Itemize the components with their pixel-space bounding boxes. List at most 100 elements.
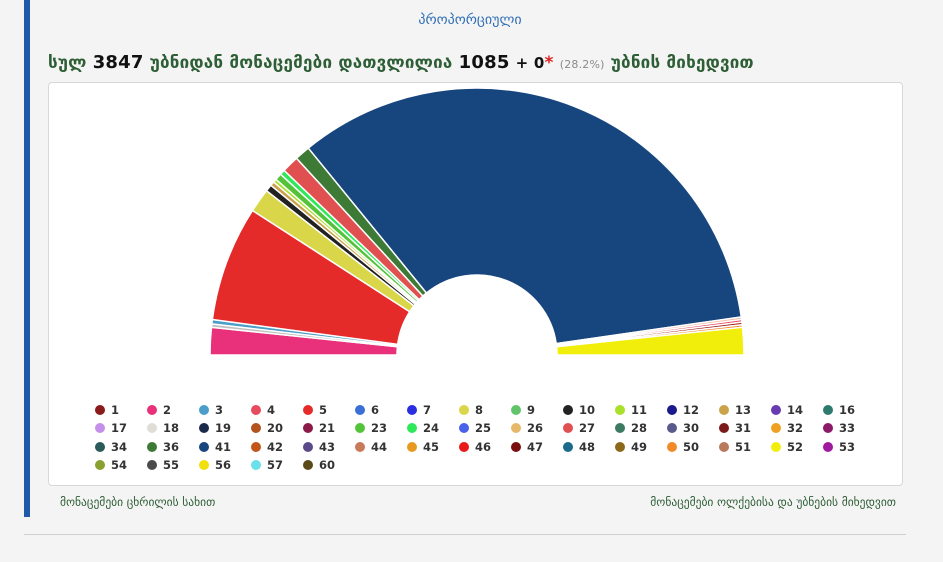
legend-label: 12 [683,402,700,417]
legend-item-53[interactable]: 53 [823,438,875,456]
table-view-link[interactable]: მონაცემები ცხრილის სახით [60,495,216,509]
chart-card: 1 2 3 4 5 6 7 8 9 10 11 12 13 14 16 17 18 19 20 21 23 24 25 26 2… [48,82,903,486]
legend-item-5[interactable]: 5 [303,401,355,419]
legend-item-8[interactable]: 8 [459,401,511,419]
legend-swatch [615,404,625,415]
legend-item-45[interactable]: 45 [407,438,459,456]
legend-swatch [823,423,833,434]
legend-swatch [719,441,729,452]
legend-item-52[interactable]: 52 [771,438,823,456]
legend-item-31[interactable]: 31 [719,420,771,438]
legend-swatch [355,423,365,434]
legend-item-27[interactable]: 27 [563,420,615,438]
legend-label: 24 [423,421,440,436]
legend-item-46[interactable]: 46 [459,438,511,456]
legend-item-42[interactable]: 42 [251,438,303,456]
legend-swatch [147,423,157,434]
legend-swatch [459,404,469,415]
legend-item-21[interactable]: 21 [303,420,355,438]
legend-swatch [771,423,781,434]
legend-item-3[interactable]: 3 [199,401,251,419]
legend-item-30[interactable]: 30 [667,420,719,438]
legend-item-28[interactable]: 28 [615,420,667,438]
legend-item-1[interactable]: 1 [95,401,147,419]
legend-item-16[interactable]: 16 [823,401,875,419]
legend-item-43[interactable]: 43 [303,438,355,456]
legend-label: 57 [267,458,284,473]
legend-swatch [355,441,365,452]
legend-item-36[interactable]: 36 [147,438,199,456]
legend-swatch [199,460,209,471]
legend-swatch [199,423,209,434]
legend-label: 25 [475,421,492,436]
legend-item-55[interactable]: 55 [147,457,199,475]
legend-item-23[interactable]: 23 [355,420,407,438]
legend-label: 53 [839,439,856,454]
chart-slice-52[interactable] [555,326,745,356]
legend-item-7[interactable]: 7 [407,401,459,419]
legend-item-18[interactable]: 18 [147,420,199,438]
legend-label: 45 [423,439,440,454]
legend-swatch [251,460,261,471]
legend-item-2[interactable]: 2 [147,401,199,419]
legend-item-17[interactable]: 17 [95,420,147,438]
legend-label: 51 [735,439,752,454]
legend-item-33[interactable]: 33 [823,420,875,438]
summary-prefix: სულ [48,53,87,73]
legend-swatch [511,423,521,434]
legend-label: 7 [423,402,432,417]
section-title[interactable]: პროპორციული [418,12,522,28]
district-view-link[interactable]: მონაცემები ოლქებისა და უბნების მიხედვით [650,495,896,509]
legend-item-56[interactable]: 56 [199,457,251,475]
legend-swatch [563,423,573,434]
legend-item-10[interactable]: 10 [563,401,615,419]
legend-label: 31 [735,421,752,436]
legend-item-60[interactable]: 60 [303,457,355,475]
legend-swatch [407,441,417,452]
legend-item-57[interactable]: 57 [251,457,303,475]
legend-label: 54 [111,458,128,473]
legend-swatch [511,404,521,415]
summary-text-1: უბნიდან მონაცემები დათვლილია [149,53,453,73]
legend-item-9[interactable]: 9 [511,401,563,419]
legend-item-25[interactable]: 25 [459,420,511,438]
legend-swatch [407,423,417,434]
legend-item-20[interactable]: 20 [251,420,303,438]
legend-label: 33 [839,421,856,436]
legend-label: 6 [371,402,380,417]
counted-percent: (28.2%) [559,58,605,71]
legend-item-24[interactable]: 24 [407,420,459,438]
legend-item-47[interactable]: 47 [511,438,563,456]
legend-item-26[interactable]: 26 [511,420,563,438]
legend-label: 16 [839,402,856,417]
legend-swatch [147,441,157,452]
legend-item-50[interactable]: 50 [667,438,719,456]
legend-label: 9 [527,402,536,417]
legend-swatch [251,423,261,434]
legend-swatch [303,404,313,415]
legend-swatch [95,404,105,415]
legend-item-44[interactable]: 44 [355,438,407,456]
legend-item-54[interactable]: 54 [95,457,147,475]
legend-item-51[interactable]: 51 [719,438,771,456]
legend-label: 49 [631,439,648,454]
legend-item-6[interactable]: 6 [355,401,407,419]
legend-swatch [251,441,261,452]
legend-item-48[interactable]: 48 [563,438,615,456]
legend-item-12[interactable]: 12 [667,401,719,419]
legend-item-34[interactable]: 34 [95,438,147,456]
legend-item-19[interactable]: 19 [199,420,251,438]
legend-label: 5 [319,402,328,417]
legend-item-32[interactable]: 32 [771,420,823,438]
legend-swatch [771,441,781,452]
legend-label: 32 [787,421,804,436]
legend-item-41[interactable]: 41 [199,438,251,456]
chart-slice-41[interactable] [307,87,743,345]
legend-label: 4 [267,402,276,417]
legend-item-4[interactable]: 4 [251,401,303,419]
legend-item-11[interactable]: 11 [615,401,667,419]
legend-swatch [823,404,833,415]
legend-item-14[interactable]: 14 [771,401,823,419]
legend-item-13[interactable]: 13 [719,401,771,419]
legend-item-49[interactable]: 49 [615,438,667,456]
